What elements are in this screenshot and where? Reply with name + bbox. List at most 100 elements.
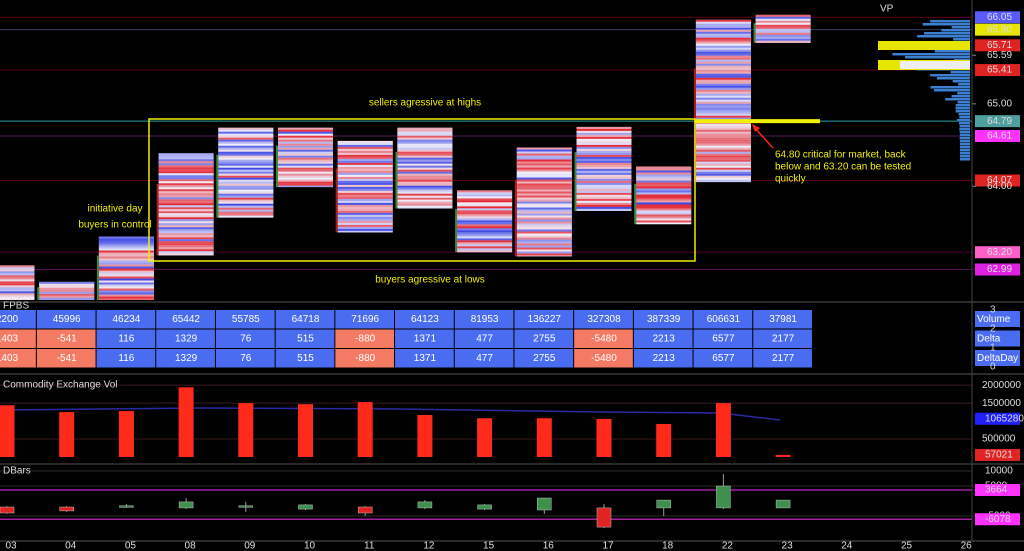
table-cell bbox=[693, 329, 753, 348]
footprint-stripe bbox=[516, 205, 572, 208]
footprint-stripe bbox=[516, 149, 572, 152]
footprint-stripe bbox=[576, 126, 632, 129]
panel-title: DBars bbox=[3, 466, 31, 477]
footprint-stripe bbox=[278, 155, 333, 158]
footprint-stripe bbox=[218, 199, 274, 202]
volume-profile bbox=[953, 38, 970, 41]
footprint-stripe bbox=[576, 182, 632, 185]
volume-profile bbox=[892, 53, 970, 56]
footprint-stripe bbox=[278, 177, 333, 180]
footprint-stripe bbox=[98, 250, 154, 253]
volume-bar bbox=[59, 412, 75, 457]
footprint-stripe bbox=[576, 162, 632, 165]
table-cell bbox=[395, 329, 454, 348]
table-cell-text: 387339 bbox=[647, 314, 681, 325]
table-cell-text: 46234 bbox=[112, 314, 140, 325]
footprint-stripe bbox=[695, 153, 751, 156]
footprint bbox=[455, 190, 513, 253]
footprint-stripe bbox=[397, 189, 453, 192]
footprint-stripe bbox=[636, 202, 692, 205]
footprint-stripe bbox=[576, 200, 632, 203]
footprint-stripe bbox=[457, 204, 513, 207]
x-tick-label: 23 bbox=[782, 541, 794, 551]
table-cell-text: 76 bbox=[240, 353, 252, 364]
price-label: 65.00 bbox=[987, 98, 1012, 109]
footprint-stripe bbox=[218, 205, 274, 208]
footprint-stripe bbox=[695, 163, 751, 166]
footprint-stripe bbox=[0, 277, 35, 280]
footprint-stripe bbox=[516, 231, 572, 234]
footprint-stripe bbox=[516, 161, 572, 164]
footprint-stripe bbox=[755, 18, 811, 21]
volume-profile bbox=[936, 77, 970, 80]
footprint-stripe bbox=[695, 101, 751, 104]
x-tick-label: 24 bbox=[841, 541, 853, 551]
footprint-stripe bbox=[218, 155, 274, 158]
footprint-stripe bbox=[397, 181, 453, 184]
footprint-stripe bbox=[158, 155, 214, 158]
footprint-stripe bbox=[0, 283, 35, 286]
footprint-stripe bbox=[695, 25, 751, 28]
footprint-stripe bbox=[695, 161, 751, 164]
footprint-stripe bbox=[695, 175, 751, 178]
footprint-stripe bbox=[337, 220, 393, 223]
footprint-stripe bbox=[98, 236, 154, 239]
footprint-stripe bbox=[695, 157, 751, 160]
footprint-stripe bbox=[218, 175, 274, 178]
footprint-stripe bbox=[218, 149, 274, 152]
footprint-stripe bbox=[516, 193, 572, 196]
footprint-stripe bbox=[397, 197, 453, 200]
footprint-stripe bbox=[576, 132, 632, 135]
row-label-bg bbox=[975, 311, 1020, 327]
price-label-bg bbox=[975, 64, 1020, 77]
candle-body bbox=[537, 497, 552, 511]
table-cell-text: 2200 bbox=[0, 314, 19, 325]
footprint-stripe bbox=[695, 107, 751, 110]
footprint-stripe bbox=[98, 268, 154, 271]
x-tick-label: 17 bbox=[602, 541, 614, 551]
volume-profile bbox=[959, 158, 970, 161]
footprint-stripe bbox=[636, 180, 692, 183]
footprint-stripe bbox=[516, 233, 572, 236]
footprint-stripe bbox=[695, 83, 751, 86]
footprint-stripe bbox=[98, 240, 154, 243]
annotation: buyers agressive at lows bbox=[375, 275, 485, 286]
table-cell bbox=[574, 310, 633, 329]
table-cell bbox=[454, 310, 514, 329]
footprint-stripe bbox=[576, 146, 632, 149]
footprint-stripe bbox=[516, 177, 572, 180]
footprint-stripe bbox=[457, 234, 513, 237]
footprint-stripe bbox=[98, 278, 154, 281]
footprint-stripe bbox=[218, 143, 274, 146]
footprint-stripe bbox=[337, 148, 393, 151]
footprint-stripe bbox=[98, 266, 154, 269]
footprint-stripe bbox=[755, 32, 811, 35]
footprint-stripe bbox=[576, 156, 632, 159]
footprint-stripe bbox=[278, 149, 333, 152]
footprint-stripe bbox=[397, 167, 453, 170]
footprint-stripe bbox=[576, 184, 632, 187]
table-cell-text: 6577 bbox=[712, 353, 735, 364]
footprint-stripe bbox=[695, 155, 751, 158]
volume-profile bbox=[955, 110, 970, 113]
table-cell bbox=[96, 310, 156, 329]
footprint-stripe bbox=[337, 176, 393, 179]
footprint-stripe bbox=[337, 208, 393, 211]
footprint-stripe bbox=[576, 196, 632, 199]
footprint-stripe bbox=[516, 199, 572, 202]
footprint-stripe bbox=[337, 206, 393, 209]
footprint-stripe bbox=[218, 135, 274, 138]
volume-profile bbox=[952, 80, 970, 83]
footprint-stripe bbox=[695, 47, 751, 50]
footprint-stripe bbox=[695, 77, 751, 80]
footprint-stripe bbox=[278, 167, 333, 170]
volume-profile bbox=[934, 50, 970, 53]
footprint-stripe bbox=[39, 297, 95, 300]
footprint-stripe bbox=[397, 179, 453, 182]
x-tick-label: 08 bbox=[185, 541, 197, 551]
footprint-stripe bbox=[516, 215, 572, 218]
footprint-stripe bbox=[218, 137, 274, 140]
footprint-stripe bbox=[695, 93, 751, 96]
footprint-stripe bbox=[158, 227, 214, 230]
footprint-stripe bbox=[218, 129, 274, 132]
